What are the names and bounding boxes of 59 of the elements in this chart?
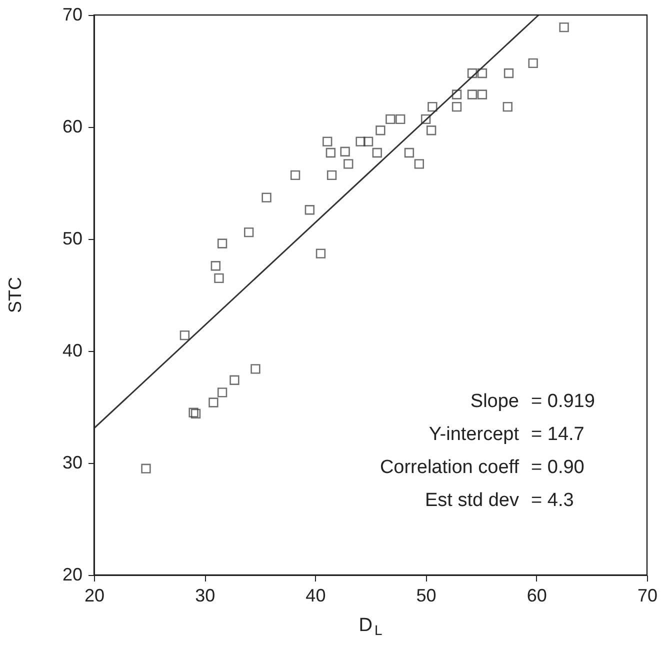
point xyxy=(188,408,198,418)
point xyxy=(250,364,260,374)
point xyxy=(262,192,272,202)
point xyxy=(340,146,350,156)
point xyxy=(428,102,438,112)
point xyxy=(356,136,366,146)
point xyxy=(190,408,201,419)
x-tick-label: 30 xyxy=(195,586,216,606)
x-tick-label: 50 xyxy=(416,586,436,606)
y-tick-label: 20 xyxy=(62,564,82,584)
point xyxy=(344,159,354,169)
x-tick-label: 40 xyxy=(306,586,326,606)
annotation: Est std dev = 4.3 xyxy=(425,490,574,511)
point xyxy=(316,248,326,258)
point xyxy=(217,238,228,248)
y-tick-label: 60 xyxy=(62,116,82,136)
point xyxy=(326,170,337,180)
annotation: Y-intercept = 14.7 xyxy=(428,424,584,445)
point xyxy=(208,398,218,408)
point xyxy=(180,330,190,340)
point xyxy=(528,58,538,68)
point xyxy=(210,261,220,271)
point xyxy=(363,136,374,146)
point xyxy=(386,114,396,124)
point xyxy=(467,90,478,100)
point xyxy=(217,388,228,398)
point xyxy=(420,114,431,124)
point xyxy=(214,273,224,284)
point xyxy=(426,126,436,136)
point xyxy=(304,205,315,215)
annotation: Correlation coeff = 0.90 xyxy=(380,457,584,478)
point xyxy=(452,90,462,100)
y-tick-label: 30 xyxy=(62,452,82,472)
x-tick-label: 20 xyxy=(84,586,105,606)
y-tick-label: 50 xyxy=(62,228,82,248)
x-tick-label: 60 xyxy=(526,586,547,606)
point xyxy=(477,90,488,100)
x-tick-label: 70 xyxy=(637,586,658,606)
point xyxy=(452,102,462,112)
point xyxy=(414,159,424,169)
point xyxy=(504,68,514,78)
point xyxy=(502,102,512,112)
point xyxy=(396,114,406,124)
point xyxy=(326,148,336,158)
point xyxy=(404,148,414,158)
point xyxy=(322,136,332,146)
y-tick-label: 40 xyxy=(62,340,82,360)
point xyxy=(141,464,151,474)
point xyxy=(372,148,382,158)
y-axis-title: STC xyxy=(5,277,25,313)
point xyxy=(230,375,240,385)
point xyxy=(376,126,386,136)
y-tick-label: 70 xyxy=(62,4,82,24)
point xyxy=(477,68,488,78)
point xyxy=(290,170,300,180)
point xyxy=(559,22,569,32)
annotation: Slope = 0.919 xyxy=(470,391,595,412)
point xyxy=(467,68,478,78)
point xyxy=(244,227,254,238)
